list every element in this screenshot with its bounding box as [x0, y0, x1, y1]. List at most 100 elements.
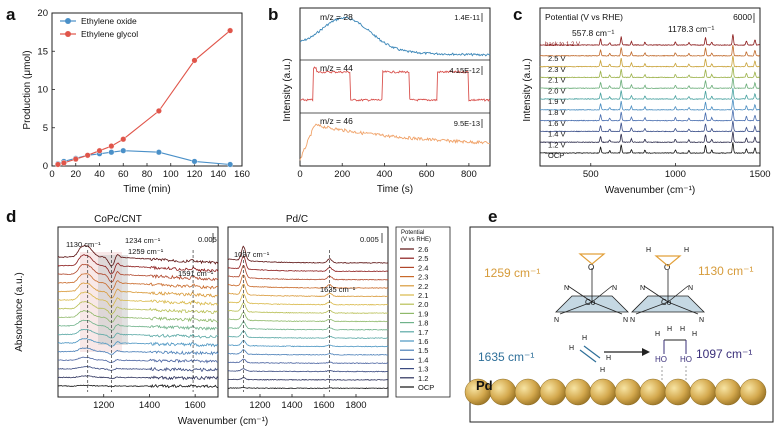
plot-b-xtick-label: 800: [461, 169, 477, 180]
pd-surface: [464, 378, 767, 406]
co-right-bond-4: [667, 301, 699, 315]
co-left-o: O: [588, 263, 594, 272]
data-point-ethylene-glycol: [120, 136, 127, 143]
legend-label: 1.5: [418, 346, 428, 355]
potential-label: 2.5 V: [548, 54, 566, 63]
series-line-ethylene-oxide: [57, 150, 231, 166]
legend-label: 2.3: [418, 273, 428, 282]
spectrum-line: [539, 142, 761, 154]
trace-mz46: [299, 123, 491, 161]
scheme-label-1259: 1259 cm⁻¹: [484, 266, 540, 280]
glycol-h3: H: [680, 326, 685, 333]
plot-a-xtick-label: 80: [142, 169, 153, 180]
legend-label: 1.3: [418, 365, 428, 374]
co-left-n4: N: [623, 317, 628, 324]
ethylene-h2: H: [582, 335, 587, 342]
ir-spectrum-pdc: [227, 330, 389, 339]
pd-atom: [689, 378, 717, 406]
legend-label: OCP: [418, 383, 434, 392]
pd-atom: [539, 378, 567, 406]
trace-label-mz46: m/z = 46: [320, 116, 353, 126]
co-right-n4: N: [699, 317, 704, 324]
pd-atom: [614, 378, 642, 406]
plot-c-ticks: 500 1000 1500: [583, 163, 771, 180]
spectrum-line: [539, 34, 760, 46]
plot-d2-title: Pd/C: [286, 214, 308, 225]
ir-spectrum-pdc: [227, 377, 389, 381]
spectrum-line: [540, 77, 760, 90]
plot-d-legend: Potential (V vs RHE) 2.62.52.42.32.22.12…: [395, 226, 451, 398]
plot-d-ylabel: Absorbance (a.u.): [14, 272, 25, 352]
legend-label: 1.7: [418, 328, 428, 337]
potential-label: 1.6 V: [548, 119, 566, 128]
glycol-h1: H: [655, 331, 660, 338]
plot-a-ylabel: Production (μmol): [22, 50, 33, 129]
plot-d-traces: [57, 244, 389, 392]
potential-label: 1.4 V: [548, 130, 566, 139]
plot-c-xlabel: Wavenumber (cm⁻¹): [605, 185, 695, 196]
glycol-oh-1: HO: [655, 355, 667, 364]
plot-c-ylabel: Intensity (a.u.): [522, 58, 533, 121]
co-left-n3: N: [554, 317, 559, 324]
spectrum-line: [540, 87, 760, 100]
co-right-h1: H: [646, 247, 651, 254]
plot-a-legend: Ethylene oxide Ethylene glycol: [60, 16, 138, 39]
ethylene-double-bond-2: [583, 345, 601, 359]
ethylene-molecule: H H H H: [569, 335, 611, 374]
co-complex-right: Co N N N N O H H: [630, 247, 705, 324]
ir-spectrum-pdc: [227, 274, 389, 289]
spectrum-line: [539, 55, 760, 68]
plot-d1-xtick-label: 1600: [185, 400, 206, 411]
data-point-ethylene-oxide: [227, 161, 234, 168]
data-point-ethylene-glycol: [155, 107, 162, 114]
data-point-ethylene-glycol: [72, 156, 79, 163]
co-right-o: O: [664, 263, 670, 272]
pd-atom: [739, 378, 767, 406]
legend-label: 1.9: [418, 309, 428, 318]
plot-d2-xtick-label: 1400: [281, 400, 302, 411]
spectrum-line: [539, 120, 761, 133]
plot-a-xtick-label: 140: [210, 169, 226, 180]
plot-d1-annotation-1259: 1259 cm⁻¹: [128, 247, 164, 256]
plot-c-frame: [539, 7, 761, 167]
co-right-label: Co: [661, 298, 672, 307]
plot-a-ticks: 0 20 40 60 80 100 120 140 160 0 5 10 15 20: [37, 8, 250, 180]
plot-d-legend-title-2: (V vs RHE): [401, 237, 431, 243]
panel-label-d: d: [6, 207, 16, 226]
potential-label: 1.9 V: [548, 97, 566, 106]
ethylene-h1: H: [569, 345, 574, 352]
ir-spectrum-copc: [58, 310, 219, 323]
plot-c-scale-label: 6000: [733, 12, 752, 22]
ir-spectrum-pdc: [228, 302, 389, 314]
legend-marker-ethylene-oxide: [65, 18, 71, 24]
plot-b-frame: [299, 7, 491, 167]
plot-a-xtick-label: 40: [94, 169, 105, 180]
plot-b-traces: [299, 16, 491, 161]
ir-spectrum-copc: [58, 347, 219, 356]
potential-label: OCP: [548, 151, 564, 160]
co-left-bond-3: [559, 301, 593, 315]
ir-spectrum-copc: [57, 291, 219, 307]
ir-spectrum-pdc: [227, 283, 388, 298]
co-complex-right-plane: [631, 295, 705, 313]
pd-atom: [514, 378, 542, 406]
plot-c-xtick-label: 1000: [665, 169, 686, 180]
potential-label: 1.2 V: [548, 140, 566, 149]
panel-d: d CoPc/CNT Pd/C 1200 1400 1600 1200 1400 1600…: [6, 207, 451, 427]
ir-spectrum-copc: [57, 319, 219, 331]
ir-spectrum-pdc: [227, 339, 389, 348]
ir-spectrum-pdc: [227, 348, 388, 356]
potential-label: 2.0 V: [548, 86, 566, 95]
ir-spectrum-pdc: [227, 311, 389, 323]
plot-d1-annotation-1130: 1130 cm⁻¹: [66, 240, 101, 249]
plot-a-xtick-label: 100: [163, 169, 179, 180]
plot-b-ylabel: Intensity (a.u.): [282, 58, 293, 121]
plot-d2-annotation-1097: 1097 cm⁻¹: [234, 250, 270, 259]
co-left-bond-4: [591, 301, 623, 315]
ir-spectrum-copc: [57, 273, 219, 291]
panel-label-b: b: [268, 5, 278, 24]
plot-d1-xtick-label: 1400: [139, 400, 160, 411]
plot-a-ytick-label: 10: [37, 85, 48, 96]
scheme-label-1097: 1097 cm⁻¹: [696, 347, 752, 361]
plot-d2-annotation-1635: 1635 cm⁻¹: [320, 285, 356, 294]
